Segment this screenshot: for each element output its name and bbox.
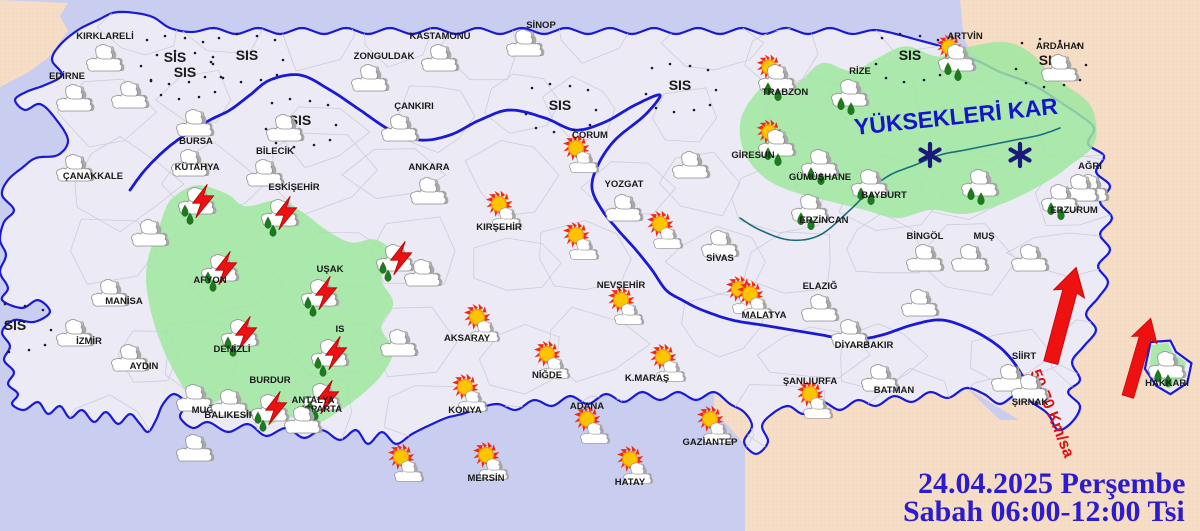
svg-text:SİVAS: SİVAS [706, 253, 734, 264]
svg-text:MALATYA: MALATYA [742, 310, 787, 321]
svg-text:UŞAK: UŞAK [317, 264, 344, 275]
svg-text:ESKİŞEHİR: ESKİŞEHİR [268, 182, 319, 193]
svg-text:MANİSA: MANİSA [105, 296, 143, 307]
svg-text:ARTVİN: ARTVİN [947, 31, 983, 42]
svg-text:EDİRNE: EDİRNE [49, 71, 85, 82]
svg-text:KIRKLARELİ: KIRKLARELİ [76, 31, 134, 42]
svg-text:SIS: SIS [899, 47, 922, 63]
svg-text:ARDAHAN: ARDAHAN [1036, 41, 1084, 52]
svg-text:SIS: SIS [669, 77, 692, 93]
svg-text:HAKKARİ: HAKKARİ [1145, 378, 1189, 389]
svg-text:İZMİR: İZMİR [76, 336, 102, 347]
svg-text:YOZGAT: YOZGAT [605, 179, 644, 190]
svg-text:RİZE: RİZE [849, 66, 871, 77]
svg-text:BURSA: BURSA [179, 136, 213, 147]
svg-text:ÇORUM: ÇORUM [572, 130, 608, 141]
svg-text:BATMAN: BATMAN [874, 385, 915, 396]
svg-text:SIS: SIS [236, 47, 259, 63]
svg-text:KASTAMONU: KASTAMONU [409, 31, 470, 42]
svg-text:K.MARAŞ: K.MARAŞ [625, 373, 669, 384]
svg-text:BALIKESİR: BALIKESİR [204, 410, 255, 421]
svg-text:GAZİANTEP: GAZİANTEP [683, 437, 739, 448]
svg-text:SIS: SIS [174, 64, 197, 80]
svg-text:DENİZLİ: DENİZLİ [214, 344, 251, 355]
svg-text:SİİRT: SİİRT [1012, 351, 1036, 362]
svg-text:ANTALYA: ANTALYA [292, 395, 335, 406]
svg-text:BAYBURT: BAYBURT [861, 190, 907, 201]
svg-text:SİNOP: SİNOP [526, 20, 556, 31]
svg-text:BİLECİK: BİLECİK [256, 146, 294, 157]
svg-text:HATAY: HATAY [615, 477, 646, 488]
svg-text:ZONGULDAK: ZONGULDAK [354, 51, 415, 62]
svg-text:NEVŞEHİR: NEVŞEHİR [597, 280, 646, 291]
svg-text:ERZURUM: ERZURUM [1050, 205, 1098, 216]
svg-text:BURDUR: BURDUR [249, 375, 290, 386]
svg-text:DİYARBAKIR: DİYARBAKIR [835, 340, 894, 351]
svg-text:AFYON: AFYON [193, 275, 226, 286]
svg-text:Sabah 06:00-12:00 Tsi: Sabah 06:00-12:00 Tsi [903, 495, 1185, 528]
svg-text:ERZİNCAN: ERZİNCAN [799, 215, 848, 226]
svg-text:KÜTAHYA: KÜTAHYA [175, 162, 220, 173]
svg-text:KONYA: KONYA [448, 405, 482, 416]
svg-text:MUŞ: MUŞ [973, 231, 994, 242]
svg-text:ŞIRNAK: ŞIRNAK [1012, 397, 1049, 408]
svg-text:NİĞDE: NİĞDE [532, 369, 562, 381]
svg-text:AĞRI: AĞRI [1078, 160, 1102, 172]
svg-text:IS: IS [336, 324, 345, 335]
svg-text:ADANA: ADANA [570, 401, 604, 412]
svg-text:ÇANAKKALE: ÇANAKKALE [63, 171, 123, 182]
svg-text:ANKARA: ANKARA [408, 162, 449, 173]
svg-text:BİNGÖL: BİNGÖL [907, 231, 944, 242]
svg-text:GÜMÜŞHANE: GÜMÜŞHANE [789, 172, 851, 183]
svg-text:GİRESUN: GİRESUN [731, 150, 774, 161]
svg-text:ELAZIĞ: ELAZIĞ [803, 280, 838, 292]
svg-text:MERSİN: MERSİN [468, 473, 505, 484]
svg-text:ŞANLIURFA: ŞANLIURFA [783, 376, 838, 387]
svg-text:TRABZON: TRABZON [762, 87, 809, 98]
svg-text:AKSARAY: AKSARAY [444, 333, 491, 344]
svg-text:KIRŞEHİR: KIRŞEHİR [476, 222, 522, 233]
svg-text:SIS: SIS [4, 317, 27, 333]
svg-text:AYDIN: AYDIN [130, 361, 159, 372]
svg-text:SIS: SIS [549, 97, 572, 113]
svg-text:ÇANKIRI: ÇANKIRI [394, 101, 434, 112]
